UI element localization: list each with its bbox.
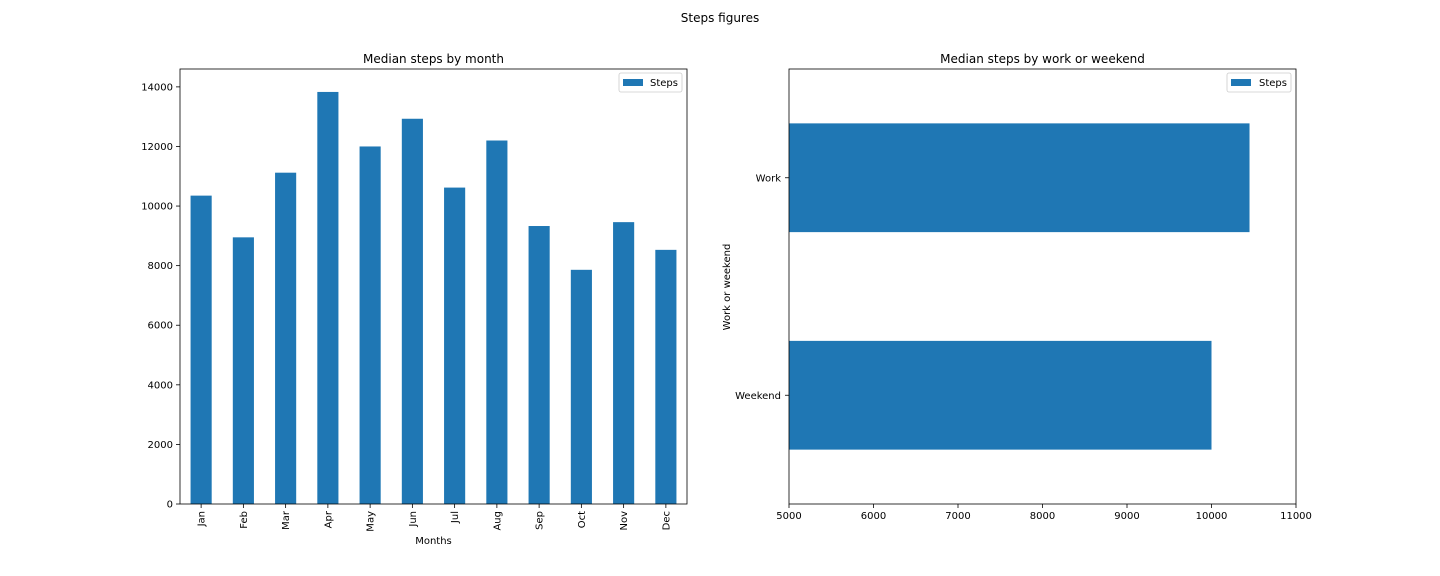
x-tick-label-mar: Mar bbox=[281, 510, 292, 530]
bar-oct bbox=[570, 269, 592, 504]
work-weekend-legend-label: Steps bbox=[1259, 78, 1287, 89]
monthly-legend-label: Steps bbox=[650, 78, 678, 89]
monthly-plot-frame bbox=[179, 68, 688, 505]
x-tick-label-5000: 5000 bbox=[776, 511, 801, 522]
work-weekend-y-axis-label: Work or weekend bbox=[722, 244, 733, 331]
y-tick-label-0: 0 bbox=[167, 500, 173, 511]
x-tick-label-8000: 8000 bbox=[1030, 511, 1055, 522]
work-weekend-x-axis-ticks: 5000 6000 7000 8000 9000 10000 11000 bbox=[776, 504, 1312, 522]
monthly-steps-chart: Median steps by month 0 2000 4000 6000 8000 1… bbox=[141, 52, 688, 547]
monthly-legend-frame bbox=[618, 72, 683, 93]
y-tick-label-work: Work bbox=[756, 173, 782, 184]
y-tick-label-2000: 2000 bbox=[148, 440, 173, 451]
y-tick-label-weekend: Weekend bbox=[735, 391, 781, 402]
x-tick-label-6000: 6000 bbox=[861, 511, 886, 522]
x-tick-label-may: May bbox=[366, 511, 377, 532]
monthly-chart-title: Median steps by month bbox=[363, 52, 504, 66]
x-tick-label-feb: Feb bbox=[239, 511, 250, 529]
x-tick-label-jun: Jun bbox=[408, 511, 419, 528]
monthly-legend-swatch bbox=[623, 79, 643, 86]
x-tick-label-9000: 9000 bbox=[1114, 511, 1139, 522]
x-tick-label-oct: Oct bbox=[577, 511, 588, 528]
bar-jan bbox=[190, 195, 212, 504]
y-tick-label-4000: 4000 bbox=[148, 380, 173, 391]
y-tick-label-12000: 12000 bbox=[141, 142, 173, 153]
work-weekend-chart-title: Median steps by work or weekend bbox=[940, 52, 1145, 66]
x-tick-label-jan: Jan bbox=[197, 511, 208, 527]
bar-may bbox=[359, 146, 381, 504]
work-weekend-legend-swatch bbox=[1231, 79, 1251, 86]
bar-feb bbox=[232, 237, 254, 504]
y-tick-label-14000: 14000 bbox=[141, 82, 173, 93]
monthly-y-axis-ticks: 0 2000 4000 6000 8000 10000 12000 14000 bbox=[141, 82, 180, 511]
y-tick-label-6000: 6000 bbox=[148, 321, 173, 332]
bar-work bbox=[789, 123, 1250, 233]
bar-dec bbox=[655, 249, 677, 504]
work-weekend-bars bbox=[789, 123, 1250, 450]
y-tick-label-10000: 10000 bbox=[141, 202, 173, 213]
bar-jul bbox=[444, 187, 466, 504]
work-weekend-chart: Median steps by work or weekend 5000 6000… bbox=[722, 52, 1312, 522]
work-weekend-legend-frame bbox=[1226, 72, 1292, 93]
bar-aug bbox=[486, 140, 508, 505]
monthly-x-axis-ticks: Jan Feb Mar Apr May Jun Jul Aug Sep Oct Nov Dec bbox=[197, 504, 672, 532]
monthly-legend: Steps bbox=[618, 72, 683, 93]
bar-weekend bbox=[789, 340, 1212, 450]
x-tick-label-aug: Aug bbox=[492, 511, 503, 531]
x-tick-label-apr: Apr bbox=[323, 510, 334, 528]
figure-suptitle: Steps figures bbox=[681, 11, 759, 25]
y-tick-label-8000: 8000 bbox=[148, 261, 173, 272]
monthly-bars bbox=[190, 91, 677, 505]
work-weekend-y-axis-ticks: Weekend Work bbox=[735, 173, 789, 402]
x-tick-label-11000: 11000 bbox=[1280, 511, 1312, 522]
bar-mar bbox=[275, 172, 297, 504]
x-tick-label-nov: Nov bbox=[619, 511, 630, 531]
x-tick-label-dec: Dec bbox=[661, 511, 672, 530]
x-tick-label-jul: Jul bbox=[450, 511, 461, 524]
bar-apr bbox=[317, 91, 339, 505]
bar-nov bbox=[613, 222, 635, 504]
bar-sep bbox=[528, 226, 550, 504]
work-weekend-plot-frame bbox=[788, 68, 1297, 505]
work-weekend-legend: Steps bbox=[1226, 72, 1292, 93]
bar-jun bbox=[401, 118, 423, 505]
x-tick-label-sep: Sep bbox=[535, 511, 546, 530]
x-tick-label-7000: 7000 bbox=[945, 511, 970, 522]
x-tick-label-10000: 10000 bbox=[1196, 511, 1228, 522]
monthly-x-axis-label: Months bbox=[415, 536, 452, 547]
